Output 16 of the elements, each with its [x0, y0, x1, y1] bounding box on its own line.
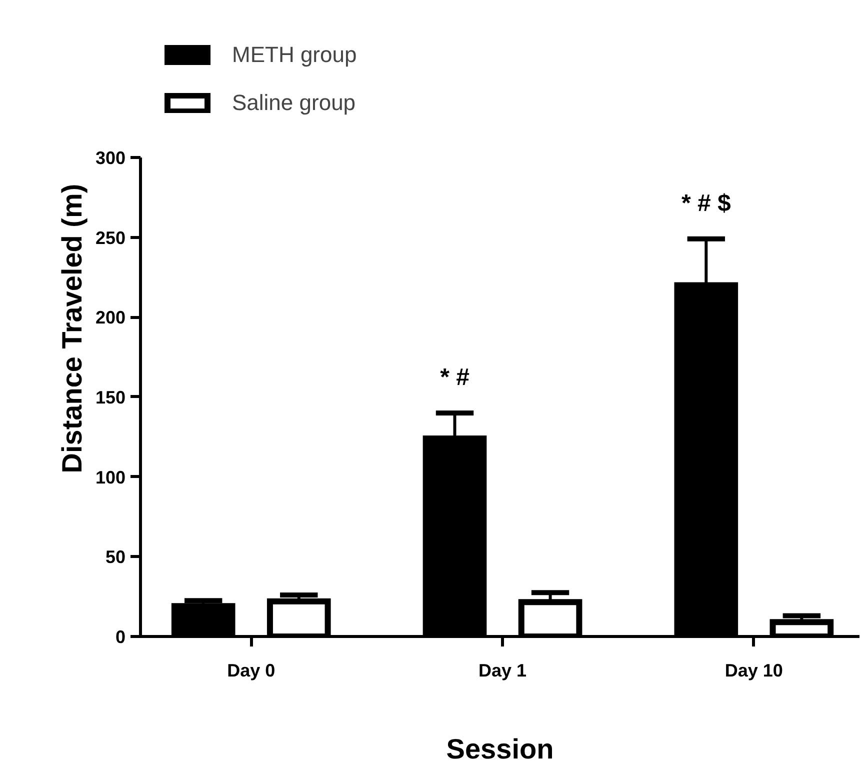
y-axis-title: Distance Traveled (m): [56, 184, 88, 474]
annotation: * #: [440, 364, 470, 391]
annotation: * # $: [681, 190, 732, 217]
legend-label: METH group: [232, 42, 357, 68]
x-tick-label: Day 0: [227, 660, 276, 680]
y-tick-label: 50: [105, 547, 126, 568]
x-tick-label: Day 1: [478, 660, 527, 680]
y-tick-label: 200: [95, 308, 126, 328]
y-tick-label: 100: [95, 467, 126, 488]
legend-label: Saline group: [232, 90, 356, 116]
x-axis-title: Session: [446, 734, 554, 764]
x-tick-label: Day 10: [724, 660, 783, 680]
y-tick-label: 300: [95, 148, 126, 168]
y-tick-label: 0: [115, 627, 126, 647]
y-tick-label: 250: [95, 228, 126, 248]
y-tick-label: 150: [95, 388, 126, 408]
